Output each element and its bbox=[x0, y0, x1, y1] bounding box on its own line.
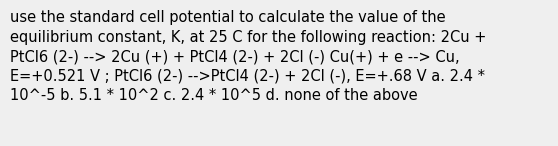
Text: use the standard cell potential to calculate the value of the
equilibrium consta: use the standard cell potential to calcu… bbox=[10, 10, 487, 104]
